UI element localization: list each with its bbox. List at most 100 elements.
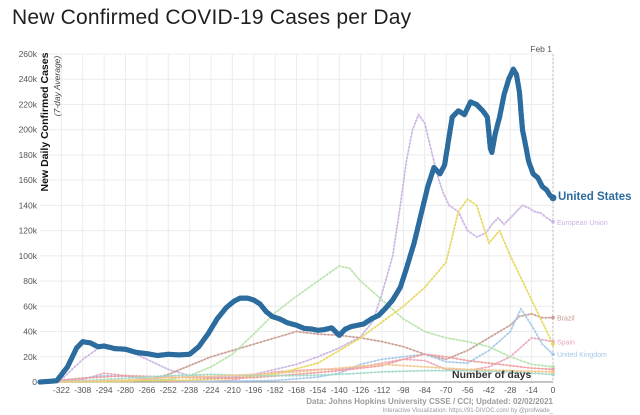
data-point [170, 379, 173, 382]
data-point [325, 273, 329, 276]
data-point [395, 360, 398, 363]
data-point [507, 251, 510, 254]
data-point [462, 361, 465, 364]
data-point [163, 379, 166, 382]
data-point [263, 379, 266, 382]
data-point [408, 142, 411, 145]
data-point [348, 368, 351, 371]
data-point [527, 366, 530, 369]
data-point [85, 380, 88, 383]
data-point [478, 354, 481, 357]
data-point [281, 334, 284, 337]
data-point [477, 211, 480, 214]
data-point [385, 317, 388, 320]
data-point [281, 366, 284, 369]
data-point [380, 358, 384, 361]
data-point [506, 325, 509, 329]
data-point [423, 330, 426, 333]
data-point [402, 305, 405, 308]
data-point [415, 293, 418, 296]
data-point [185, 379, 188, 382]
data-point [544, 372, 548, 376]
data-point [266, 318, 270, 321]
data-point [437, 334, 441, 337]
data-point [530, 367, 533, 370]
data-point [548, 316, 551, 319]
data-point [512, 369, 515, 372]
data-point [530, 324, 533, 327]
data-point [373, 371, 376, 374]
data-point [284, 374, 287, 377]
data-point [78, 377, 81, 380]
data-point [492, 237, 495, 240]
data-point [138, 376, 141, 379]
data-point [434, 366, 437, 369]
data-point [332, 353, 335, 356]
data-point [135, 378, 138, 381]
data-point [490, 334, 493, 338]
data-point [473, 342, 476, 345]
data-point [160, 379, 163, 382]
data-point [519, 346, 523, 349]
data-point [396, 309, 399, 312]
data-point [490, 223, 493, 226]
y-tick-label: 240k [19, 74, 38, 84]
data-point [322, 275, 326, 278]
data-point [549, 350, 552, 353]
data-point [359, 363, 362, 366]
data-point [407, 149, 410, 152]
data-point [430, 355, 433, 358]
data-point [455, 357, 458, 360]
data-point [352, 335, 355, 339]
data-point [544, 316, 548, 319]
data-point [288, 371, 291, 374]
data-point [402, 183, 405, 187]
data-point [529, 295, 532, 298]
data-point [290, 299, 293, 302]
data-point [81, 380, 84, 383]
data-point [521, 280, 524, 283]
data-point [177, 371, 180, 374]
data-point [329, 354, 332, 357]
data-point [485, 235, 488, 238]
data-point [71, 368, 74, 371]
data-point [259, 372, 262, 376]
data-point [384, 341, 387, 344]
data-point [331, 367, 334, 370]
data-point [345, 372, 348, 376]
data-point [142, 376, 145, 379]
data-point [67, 380, 70, 383]
data-point [185, 374, 188, 377]
data-point [327, 373, 330, 376]
data-point [420, 328, 423, 331]
data-point [401, 187, 404, 190]
data-point [188, 375, 191, 379]
data-point [192, 373, 195, 377]
data-point [391, 356, 394, 360]
data-point [92, 380, 95, 383]
data-point [395, 343, 398, 347]
data-point [503, 335, 506, 338]
data-point [291, 371, 294, 374]
data-point [443, 194, 446, 197]
data-point [430, 277, 433, 281]
data-point [484, 231, 487, 234]
data-point [181, 372, 184, 375]
data-point [173, 370, 176, 373]
data-point [345, 335, 348, 338]
data-point [209, 373, 213, 376]
data-point [174, 379, 177, 382]
data-point [139, 355, 142, 358]
data-point [441, 335, 444, 338]
data-point [412, 125, 415, 128]
data-point [466, 198, 469, 201]
data-point [515, 210, 518, 213]
data-point [103, 375, 106, 379]
data-point [461, 204, 464, 207]
data-point [250, 335, 253, 338]
data-point [524, 286, 527, 289]
data-point [499, 232, 502, 235]
data-point [388, 360, 391, 363]
data-point [62, 375, 66, 379]
chart-title: New Confirmed COVID-19 Cases per Day [12, 6, 412, 29]
